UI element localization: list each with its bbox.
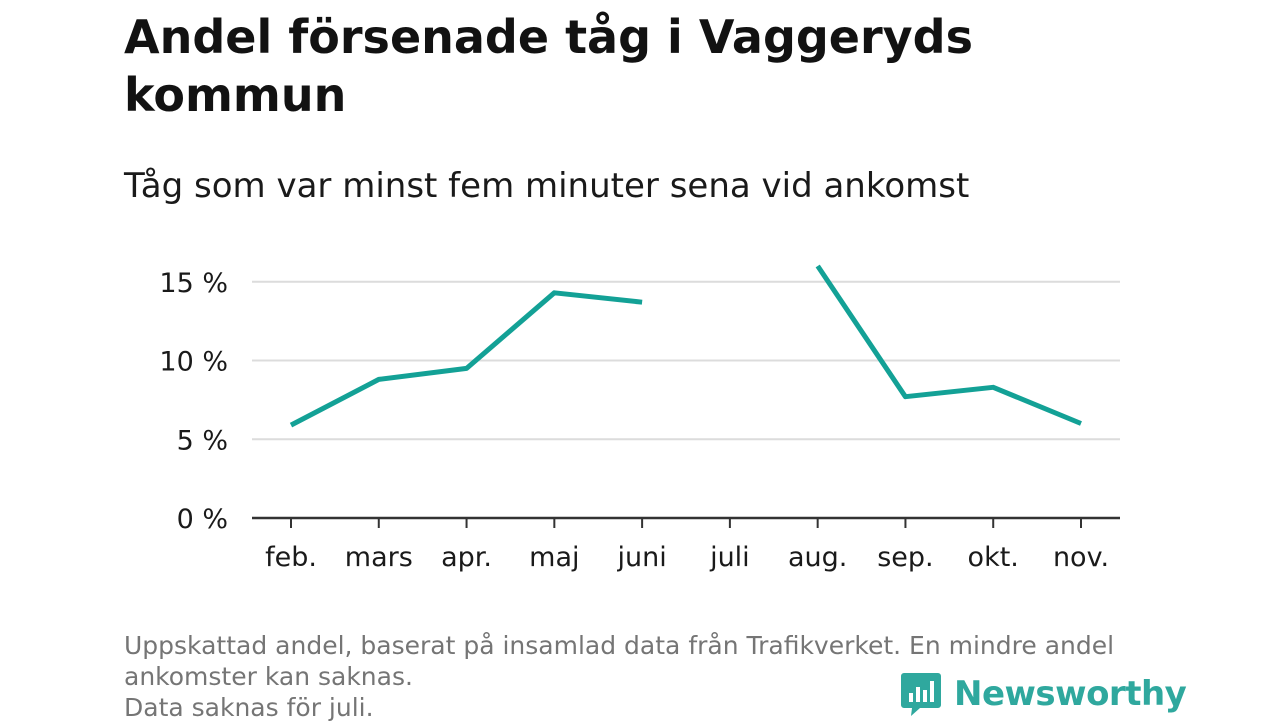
y-tick-label: 15 % bbox=[159, 268, 228, 299]
x-tick-label: okt. bbox=[968, 542, 1019, 573]
x-tick-label: juli bbox=[709, 542, 750, 573]
line-chart: 0 % 5 % 10 % 15 % feb. mars apr. maj juni juli aug… bbox=[159, 264, 1120, 573]
x-tick-label: mars bbox=[345, 542, 413, 573]
y-tick-label: 5 % bbox=[177, 425, 228, 456]
y-tick-label: 10 % bbox=[159, 347, 228, 378]
chart-subtitle: Tåg som var minst fem minuter sena vid a… bbox=[124, 166, 970, 206]
series-line-segment bbox=[289, 290, 643, 428]
x-tick-label: maj bbox=[529, 542, 579, 573]
x-tick-label: aug. bbox=[788, 542, 847, 573]
footnote: Uppskattad andel, baserat på insamlad da… bbox=[124, 630, 1184, 723]
logo-text: Newsworthy bbox=[954, 674, 1187, 714]
chart-title: Andel försenade tåg i Vaggeryds kommun bbox=[124, 10, 973, 122]
newsworthy-logo[interactable]: Newsworthy bbox=[900, 670, 1187, 718]
footnote-line-1: Uppskattad andel, baserat på insamlad da… bbox=[124, 631, 1115, 660]
x-tick-label: feb. bbox=[265, 542, 317, 573]
footnote-line-2: ankomster kan saknas. bbox=[124, 662, 413, 691]
x-tick-label: juni bbox=[616, 542, 666, 573]
footnote-line-3: Data saknas för juli. bbox=[124, 693, 374, 722]
x-tick-label: nov. bbox=[1053, 542, 1109, 573]
x-tick-label: sep. bbox=[877, 542, 933, 573]
bar-chart-bubble-icon bbox=[901, 673, 941, 716]
y-tick-label: 0 % bbox=[177, 504, 228, 535]
x-tick-label: apr. bbox=[441, 542, 492, 573]
series-line-segment bbox=[815, 264, 1082, 426]
